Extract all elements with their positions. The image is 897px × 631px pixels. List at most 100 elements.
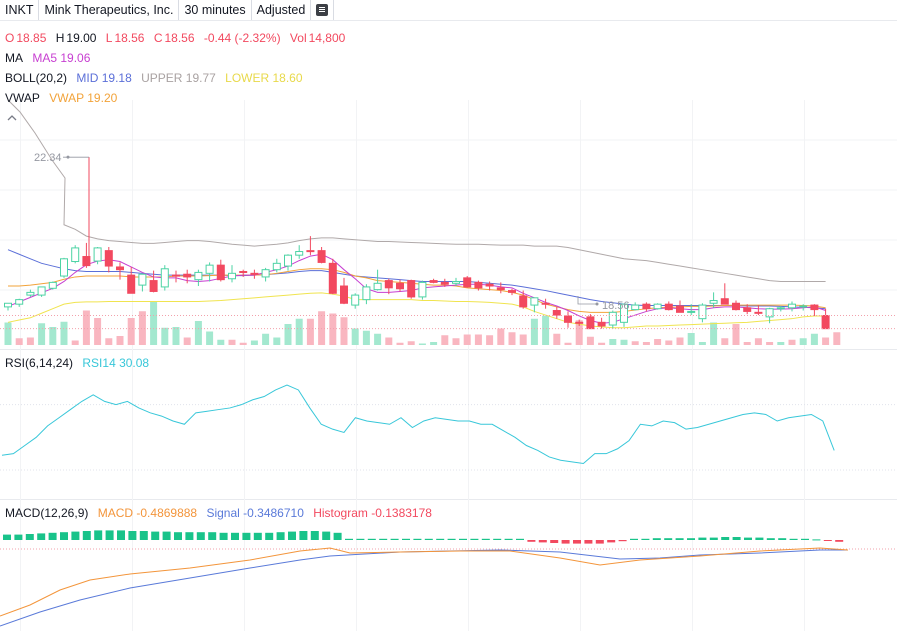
candle-body xyxy=(799,305,808,308)
macd-legend[interactable]: MACD(12,26,9) MACD -0.4869888 Signal -0.… xyxy=(5,505,438,521)
boll-upper: UPPER 19.77 xyxy=(141,71,216,85)
candle-body xyxy=(485,283,494,287)
rsi-legend[interactable]: RSI(6,14,24) RSI14 30.08 xyxy=(5,355,155,371)
macd-histogram-bar xyxy=(139,531,148,540)
macd-histogram-bar xyxy=(71,531,80,540)
volume-bar xyxy=(609,339,617,345)
volume-bar xyxy=(407,341,415,345)
macd-histogram-bar xyxy=(755,537,764,540)
volume-bar xyxy=(810,333,818,345)
macd-histogram-bar xyxy=(641,538,650,540)
chevron-up-icon[interactable] xyxy=(7,113,17,123)
volume-bar xyxy=(194,321,202,345)
candle-body xyxy=(664,303,673,311)
macd-histogram-bar xyxy=(196,532,205,540)
company-name[interactable]: Mink Therapeutics, Inc. xyxy=(39,0,180,20)
volume-bar xyxy=(665,340,673,345)
macd-histogram-bar xyxy=(276,532,285,540)
volume-bar xyxy=(553,333,561,345)
interval-selector[interactable]: 30 minutes xyxy=(179,0,252,20)
macd-histogram-bar xyxy=(60,532,68,540)
volume-bar xyxy=(799,338,807,345)
candle-body xyxy=(765,308,774,318)
macd-histogram-bar xyxy=(595,540,604,544)
boll-legend[interactable]: BOLL(20,2) MID 19.18 UPPER 19.77 LOWER 1… xyxy=(5,70,309,86)
macd-histogram-bar xyxy=(481,538,490,540)
volume-bar xyxy=(766,342,774,345)
volume-bar xyxy=(138,311,146,345)
high-marker-dot xyxy=(66,155,70,159)
candle-body xyxy=(496,287,505,291)
volume-bar xyxy=(642,342,650,345)
candle-body xyxy=(687,310,696,313)
candle-body xyxy=(552,310,561,316)
volume-bar xyxy=(519,334,527,345)
macd-histogram-bar xyxy=(402,538,410,540)
ohlc-open-label: O xyxy=(5,31,15,45)
ohlc-legend: O 18.85 H 19.00 L 18.56 C 18.56 -0.44 (-2.32… xyxy=(5,30,351,46)
candle-body xyxy=(620,303,628,323)
macd-histogram-bar xyxy=(162,531,171,540)
volume-bar xyxy=(15,338,23,345)
menu-button[interactable] xyxy=(311,0,335,20)
macd-histogram-bar xyxy=(630,538,638,540)
candle-body xyxy=(216,264,225,281)
rsi14-value: RSI14 30.08 xyxy=(82,356,150,370)
macd-histogram-bar xyxy=(516,538,524,540)
macd-histogram-bar xyxy=(652,538,661,540)
candle-body xyxy=(239,271,248,273)
high-value-label: 22.34 xyxy=(34,152,62,164)
volume-bar xyxy=(284,324,292,345)
signal-value: Signal -0.3486710 xyxy=(206,506,304,520)
ma-legend[interactable]: MA MA5 19.06 xyxy=(5,50,96,66)
candle-body xyxy=(37,286,46,296)
macd-histogram-bar xyxy=(675,538,684,540)
candle-body xyxy=(228,272,236,280)
macd-histogram-bar xyxy=(174,532,182,540)
volume-bar xyxy=(418,343,426,345)
volume-bar xyxy=(172,327,180,345)
candle-body xyxy=(642,303,651,310)
adjustment-selector[interactable]: Adjusted xyxy=(252,0,312,20)
macd-histogram-bar xyxy=(379,538,388,540)
candle-body xyxy=(754,311,763,314)
macd-histogram-bar xyxy=(778,538,787,540)
volume-bar xyxy=(217,339,225,345)
ohlc-close-label: C xyxy=(153,31,163,45)
macd-histogram-bar xyxy=(322,531,331,540)
volume-bar xyxy=(161,327,169,345)
candle-body xyxy=(709,300,718,304)
signal-line xyxy=(0,549,848,627)
macd-histogram-bar xyxy=(721,537,730,540)
symbol-ticker[interactable]: INKT xyxy=(0,0,40,20)
macd-histogram-bar xyxy=(812,539,821,541)
volume-bar xyxy=(564,342,572,345)
candle-body xyxy=(4,302,12,308)
volume-bar xyxy=(49,327,57,345)
candle-body xyxy=(250,272,259,275)
volume-bar xyxy=(542,315,550,345)
volume-bar xyxy=(250,340,258,345)
macd-histogram-bar xyxy=(3,534,11,540)
volume-bar xyxy=(676,337,684,345)
ma5-line xyxy=(7,253,826,324)
volume-bar xyxy=(777,342,785,345)
volume-bar xyxy=(183,337,191,345)
volume-bar xyxy=(150,301,158,345)
candle-body xyxy=(183,273,192,278)
candle-body xyxy=(810,304,819,311)
macd-histogram-bar xyxy=(573,540,581,544)
volume-bar xyxy=(430,342,438,345)
ohlc-volume-label: Vol xyxy=(289,31,307,45)
volume-bar xyxy=(340,317,348,345)
volume-bar xyxy=(385,337,393,345)
candle-body xyxy=(508,290,516,293)
volume-bar xyxy=(508,332,516,345)
volume-bar xyxy=(822,337,830,345)
vwap-legend[interactable]: VWAP VWAP 19.20 xyxy=(5,90,123,106)
macd-histogram-bar xyxy=(333,532,342,540)
candle-body xyxy=(160,268,169,288)
volume-bar xyxy=(441,335,449,345)
candle-body xyxy=(631,304,640,311)
